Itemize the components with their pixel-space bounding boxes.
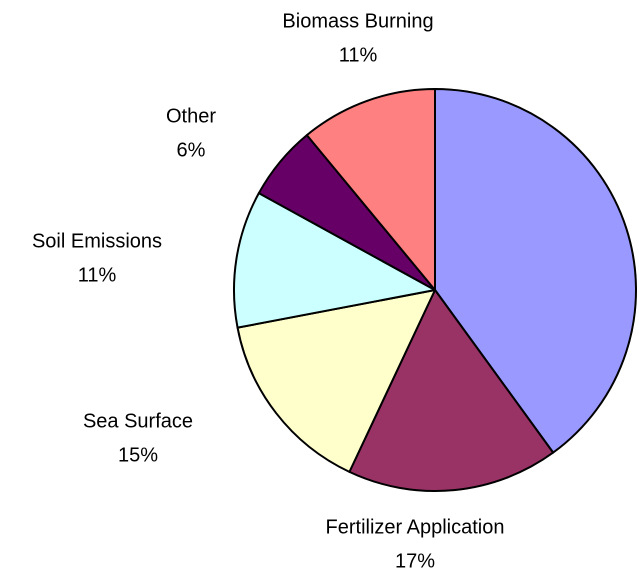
pie-slice: [434, 88, 637, 454]
slice-value-label: 11%: [339, 44, 378, 66]
slice-label: Soil Emissions: [32, 230, 162, 252]
slice-value-label: 6%: [177, 139, 206, 161]
pie-slice: [236, 289, 436, 473]
slice-label: Biomass Burning: [282, 10, 433, 32]
slice-label: Other: [166, 105, 216, 127]
slice-value-label: 17%: [395, 550, 435, 572]
slice-label: Fertilizer Application: [326, 516, 505, 538]
slice-value-label: 15%: [118, 444, 158, 466]
slice-label: Sea Surface: [83, 410, 193, 432]
pie-slice: [348, 289, 555, 492]
slice-value-label: 11%: [78, 264, 117, 286]
pie-slice: [305, 88, 436, 291]
pie-slice: [233, 192, 436, 329]
